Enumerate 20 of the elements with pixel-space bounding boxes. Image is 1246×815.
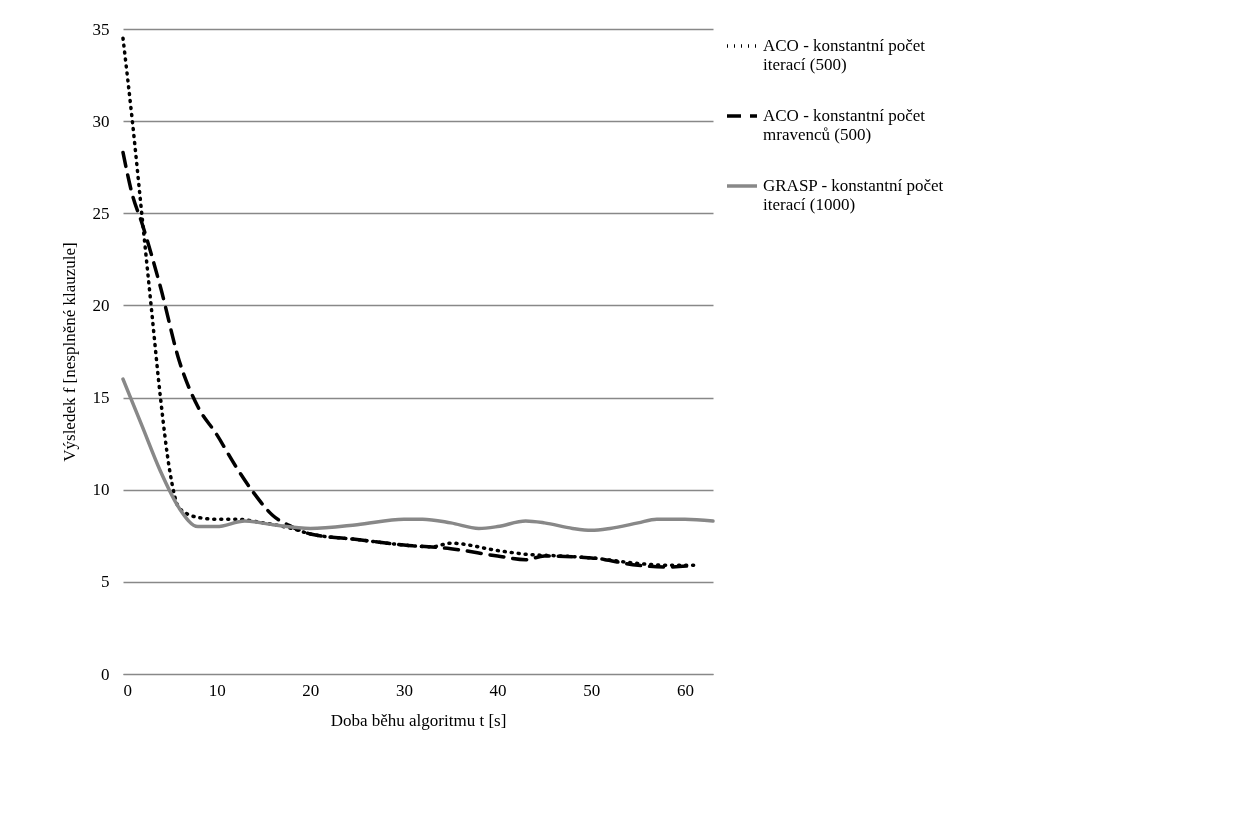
y-axis-title: Výsledek f [nesplněné klauzule]	[59, 242, 79, 462]
x-tick-label: 0	[123, 680, 132, 700]
y-tick-label: 5	[101, 572, 110, 592]
y-tick-label: 10	[92, 480, 110, 500]
x-tick-label: 10	[208, 680, 226, 700]
y-tick-label: 0	[101, 664, 110, 684]
x-tick-label: 60	[676, 680, 694, 700]
x-tick-label: 30	[395, 680, 413, 700]
legend-label: ACO - konstantní počet mravenců (500)	[763, 106, 926, 144]
x-axis-title: Doba běhu algoritmu t [s]	[330, 710, 507, 730]
x-tick-label: 20	[302, 680, 320, 700]
y-tick-label: 35	[92, 19, 110, 39]
y-tick-label: 30	[92, 111, 110, 131]
x-tick-label: 40	[489, 680, 507, 700]
legend-label: ACO - konstantní počet iterací (500)	[763, 36, 926, 74]
x-tick-label: 50	[583, 680, 601, 700]
legend-label: GRASP - konstantní počet iterací (1000)	[763, 176, 944, 214]
y-tick-label: 25	[92, 203, 110, 223]
y-tick-label: 20	[92, 295, 110, 315]
y-tick-label: 15	[92, 388, 110, 408]
